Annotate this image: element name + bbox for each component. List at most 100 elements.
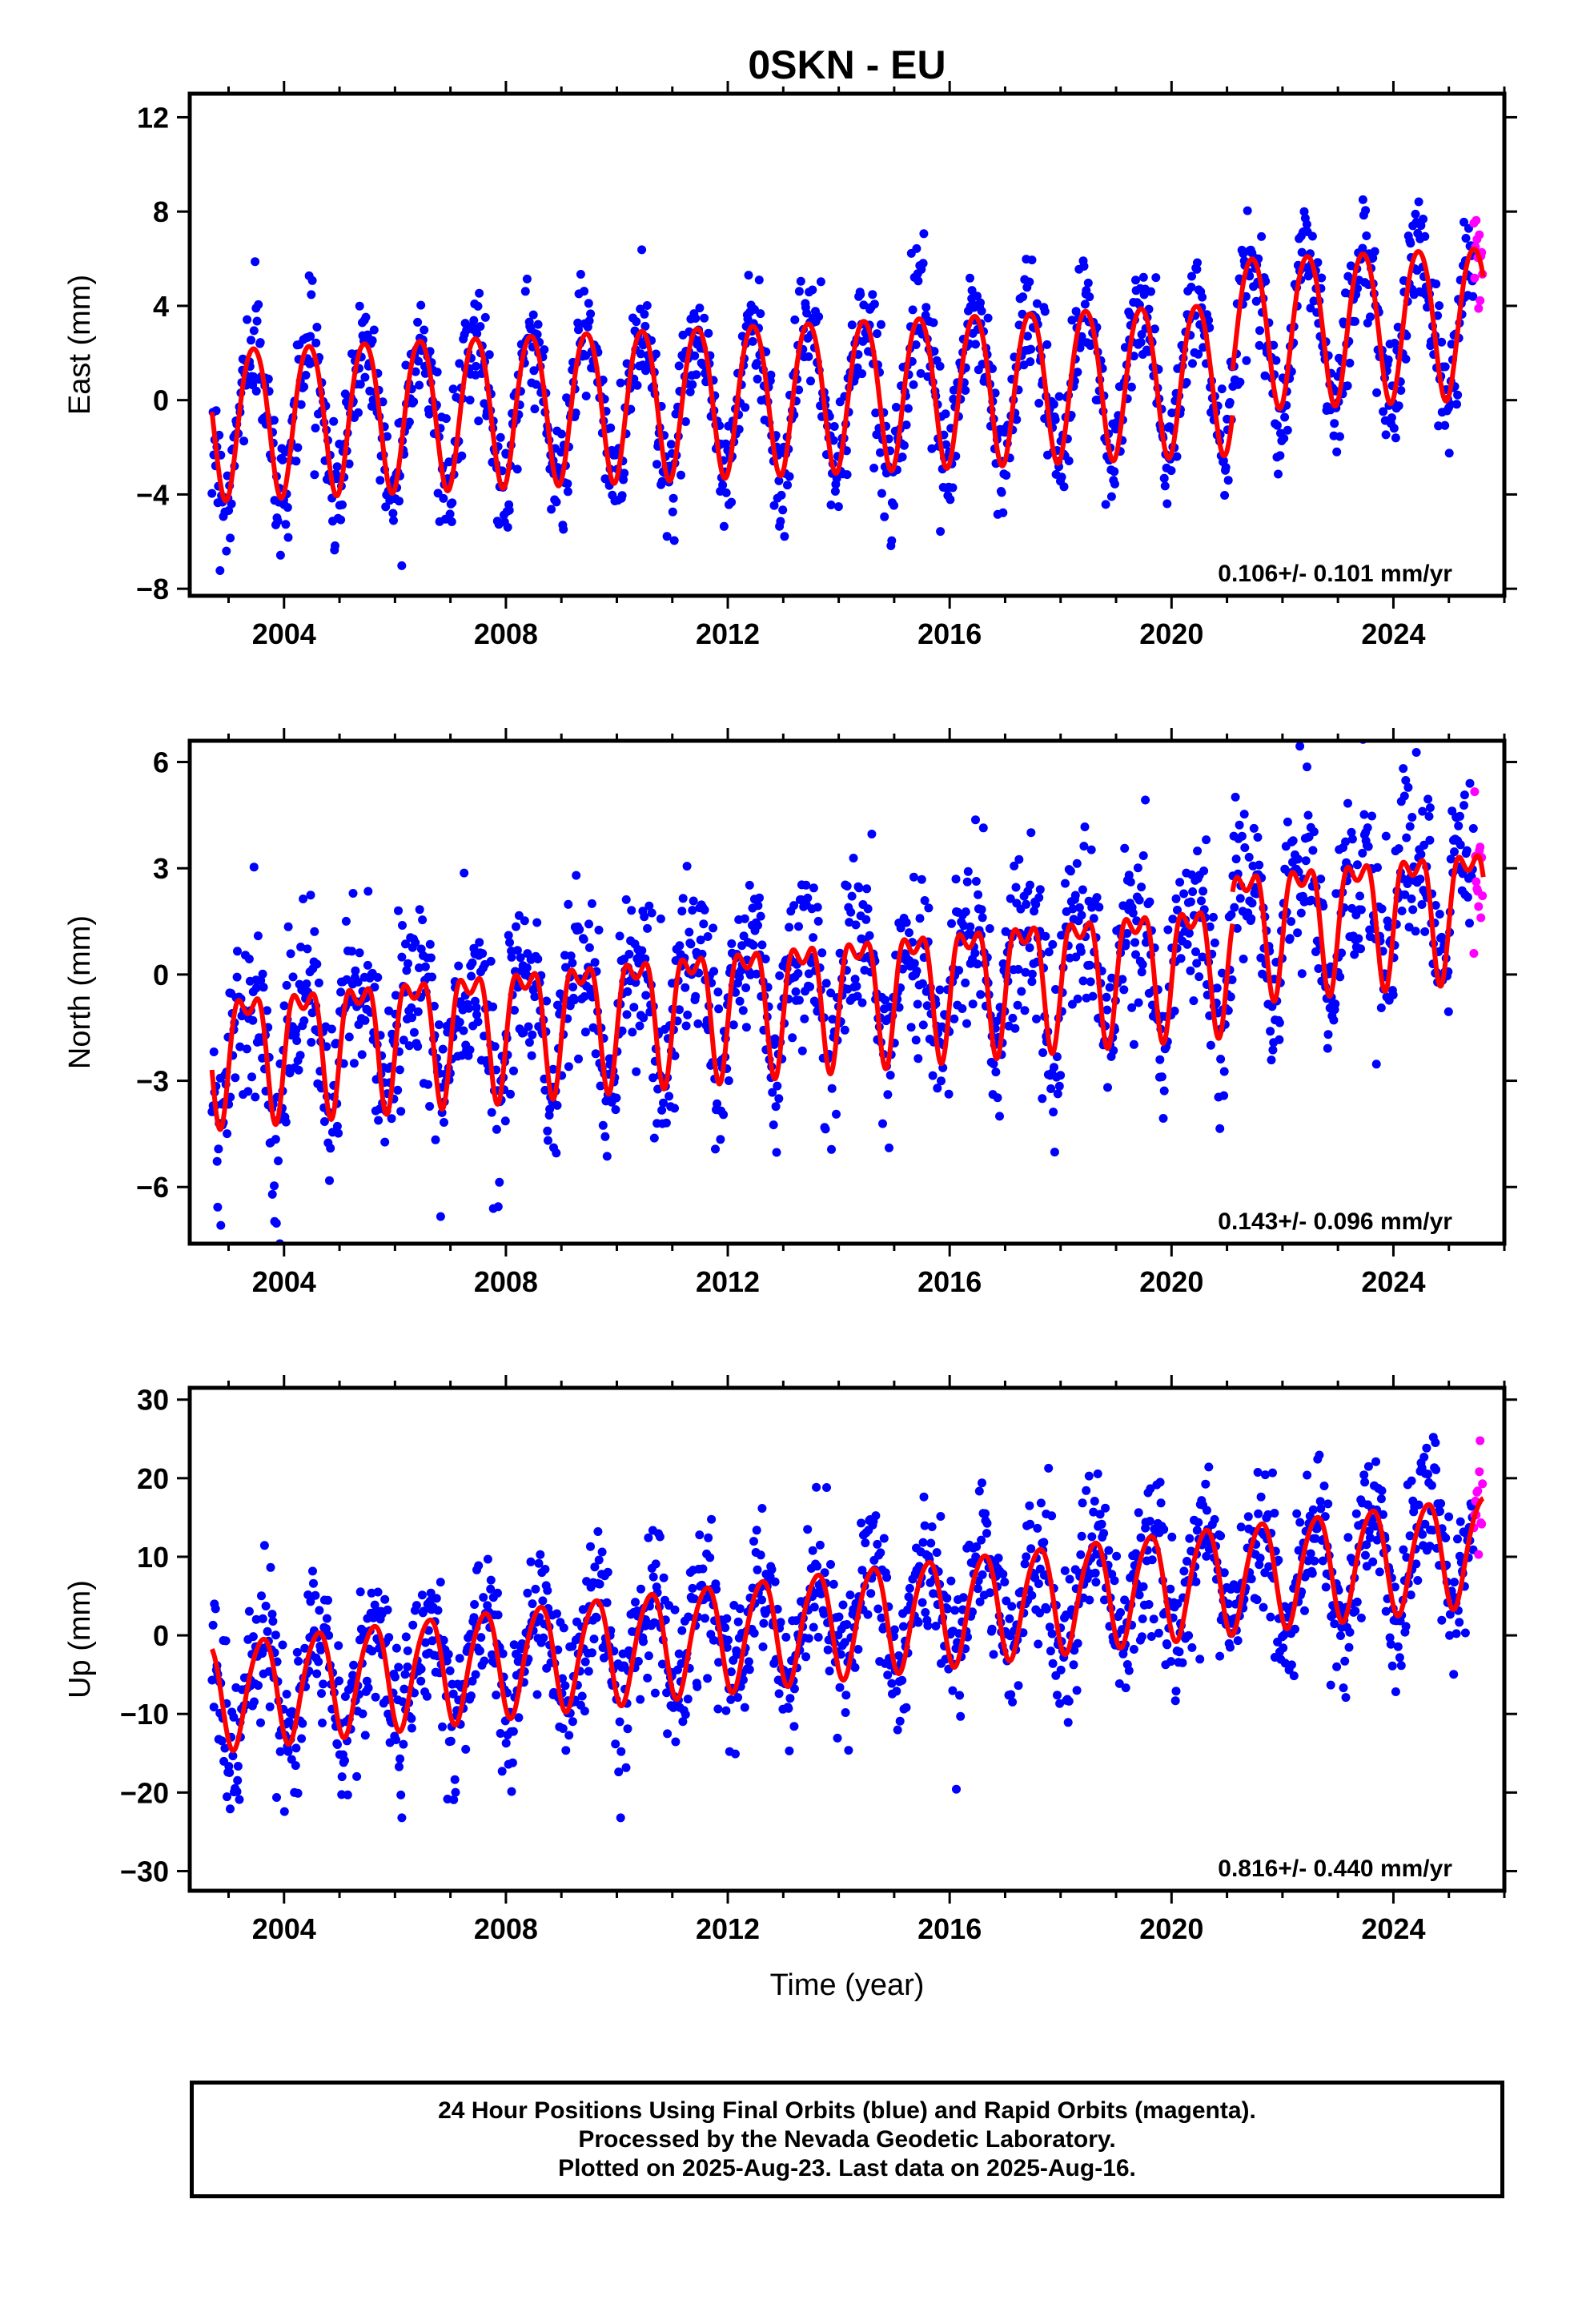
final-point (753, 921, 762, 930)
final-point (1189, 996, 1199, 1006)
final-point (336, 987, 346, 997)
final-point (273, 517, 283, 526)
final-point (355, 948, 364, 958)
final-point (1042, 1604, 1051, 1614)
final-point (738, 1006, 748, 1015)
final-point (1460, 217, 1468, 227)
final-point (781, 1632, 791, 1642)
final-point (212, 1156, 222, 1166)
final-point (524, 1038, 534, 1047)
final-point (1403, 782, 1413, 792)
final-point (231, 1073, 240, 1083)
final-point (632, 1067, 641, 1076)
final-point (891, 403, 901, 412)
final-point (1044, 1463, 1054, 1473)
final-point (719, 1110, 729, 1120)
final-point (409, 1027, 419, 1037)
final-point (647, 908, 656, 918)
final-point (322, 1614, 331, 1623)
final-point (591, 1049, 600, 1059)
final-point (1323, 1030, 1333, 1039)
final-point (722, 1614, 732, 1623)
final-point (251, 983, 261, 993)
final-point (1425, 835, 1435, 845)
final-point (1134, 998, 1143, 1007)
final-point (1267, 1055, 1276, 1065)
final-point (341, 916, 351, 926)
final-point (1040, 307, 1050, 316)
final-point (1121, 1683, 1130, 1693)
final-point (703, 932, 713, 941)
final-point (1158, 1114, 1168, 1123)
final-point (1401, 354, 1411, 364)
final-point (675, 941, 685, 951)
final-point (420, 325, 429, 335)
final-point (757, 940, 767, 950)
final-point (449, 1795, 459, 1804)
final-point (291, 1025, 301, 1035)
final-point (1008, 1013, 1018, 1023)
final-point (614, 1767, 624, 1777)
final-point (1147, 1555, 1157, 1565)
final-point (947, 919, 956, 928)
final-point (1356, 905, 1366, 915)
final-point (250, 1697, 259, 1707)
final-point (741, 1023, 751, 1032)
final-point (1394, 401, 1403, 411)
final-point (1053, 1089, 1062, 1099)
final-point (862, 884, 872, 894)
final-point (761, 955, 770, 963)
final-point (1453, 1534, 1462, 1544)
final-point (1195, 972, 1204, 982)
final-point (1053, 1691, 1062, 1700)
final-point (1090, 1568, 1100, 1578)
final-point (369, 325, 379, 335)
final-point (1259, 1602, 1268, 1612)
final-point (1289, 1671, 1299, 1681)
final-point (411, 938, 420, 947)
final-point (1145, 897, 1154, 907)
final-point (530, 404, 540, 414)
final-point (885, 1071, 895, 1080)
final-point (731, 987, 741, 997)
final-point (344, 459, 354, 468)
final-point (1050, 1148, 1059, 1157)
final-point (639, 340, 648, 350)
final-point (909, 872, 918, 882)
final-point (542, 996, 552, 1006)
final-point (552, 1148, 561, 1158)
final-point (1138, 1614, 1147, 1623)
final-point (398, 921, 407, 930)
final-point (490, 1042, 500, 1051)
final-point (1195, 1655, 1205, 1664)
final-point (588, 1648, 596, 1658)
final-point (1437, 932, 1447, 942)
final-point (803, 1525, 813, 1534)
final-point (507, 1787, 516, 1796)
final-point (997, 488, 1006, 497)
final-point (776, 517, 785, 526)
final-point (504, 505, 514, 515)
final-point (344, 1032, 354, 1042)
final-point (671, 1737, 681, 1747)
final-point (360, 372, 370, 382)
final-point (271, 1219, 281, 1228)
final-point (827, 1084, 837, 1093)
x-tick-label: 2004 (252, 1265, 316, 1298)
final-point (808, 285, 817, 295)
final-point (259, 983, 268, 992)
final-point (352, 1771, 362, 1781)
y-axis-label: North (mm) (63, 915, 97, 1069)
final-point (283, 922, 293, 931)
final-point (1323, 1043, 1332, 1053)
final-point (841, 1708, 850, 1717)
final-point (1046, 1084, 1056, 1093)
final-point (1315, 1450, 1324, 1460)
final-point (826, 988, 836, 998)
final-point (1363, 1462, 1373, 1471)
final-point (1063, 1718, 1073, 1727)
final-point (806, 376, 815, 386)
final-point (1006, 1690, 1016, 1699)
final-point (735, 996, 745, 1006)
final-point (911, 340, 921, 349)
